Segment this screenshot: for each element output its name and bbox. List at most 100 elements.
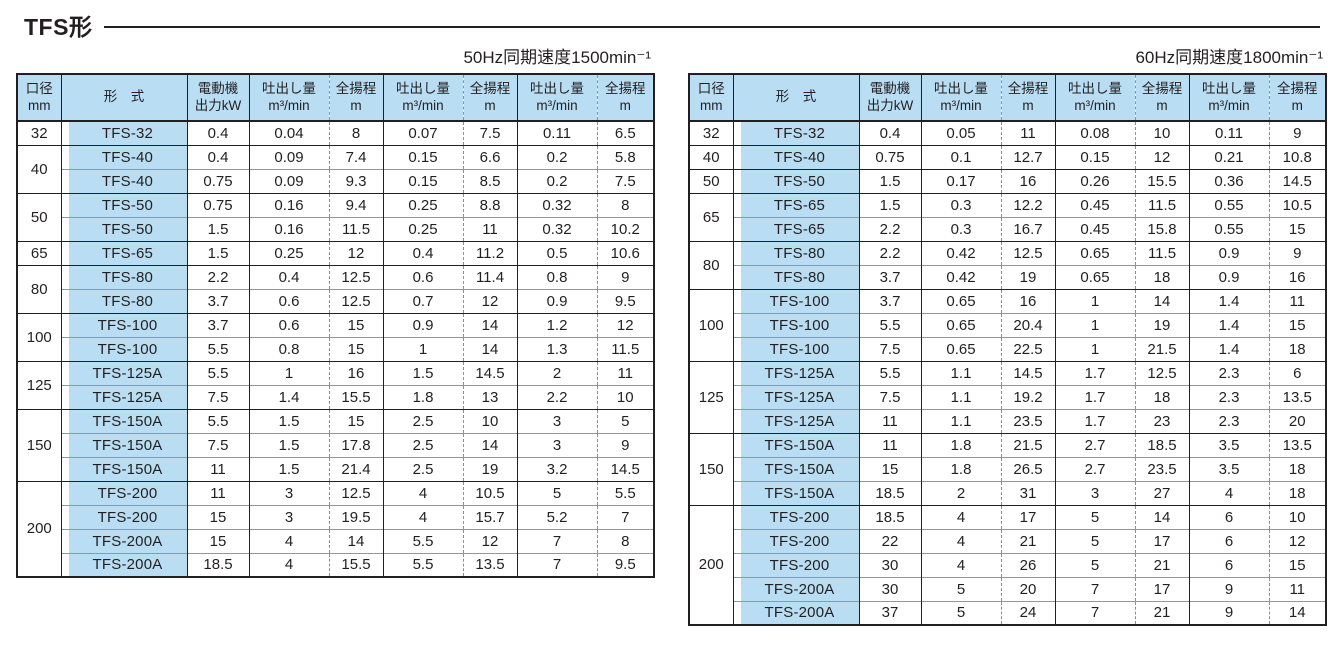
model-cell: TFS-65 xyxy=(732,216,859,241)
model-label: TFS-200 xyxy=(68,482,187,505)
value-cell: 4 xyxy=(248,528,329,553)
value-cell: 7.5 xyxy=(596,168,654,193)
value-cell: 12.5 xyxy=(328,288,383,313)
value-cell: 1 xyxy=(382,336,463,361)
value-cell: 0.65 xyxy=(1054,264,1135,289)
value-cell: 11 xyxy=(1268,288,1326,313)
value-cell: 21.5 xyxy=(1134,336,1189,361)
value-cell: 18 xyxy=(1268,456,1326,481)
value-cell: 0.8 xyxy=(516,264,597,289)
model-cell: TFS-200 xyxy=(60,480,187,505)
value-cell: 5 xyxy=(1054,528,1135,553)
value-cell: 1.4 xyxy=(1188,336,1269,361)
value-cell: 10 xyxy=(462,408,517,433)
table-caption-60hz: 60Hz同期速度1800min⁻¹ xyxy=(1135,48,1323,67)
model-cell: TFS-200 xyxy=(732,528,859,553)
head-header: 全揚程 m xyxy=(462,74,517,122)
value-cell: 11 xyxy=(1000,120,1055,145)
head-header: 全揚程 m xyxy=(1134,74,1189,122)
value-cell: 11 xyxy=(1268,576,1326,601)
value-cell: 0.55 xyxy=(1188,192,1269,217)
bore-cell: 40 xyxy=(16,144,61,193)
value-cell: 2.3 xyxy=(1188,384,1269,409)
value-cell: 1.8 xyxy=(920,456,1001,481)
value-cell: 1.5 xyxy=(248,432,329,457)
bore-cell: 65 xyxy=(688,192,733,241)
value-cell: 11 xyxy=(858,408,921,433)
bore-cell: 150 xyxy=(688,432,733,505)
table-row: 200 TFS-200 18.5 4 17 5 14 6 10 xyxy=(688,504,1326,625)
value-cell: 0.6 xyxy=(248,288,329,313)
value-cell: 6 xyxy=(1268,360,1326,385)
value-cell: 14.5 xyxy=(1000,360,1055,385)
discharge-header: 吐出し量 m³/min xyxy=(920,74,1001,122)
table-row: TFS-200 15 3 19.5 4 15.7 5.2 7 xyxy=(17,504,654,529)
bore-cell: 40 xyxy=(688,144,733,169)
value-cell: 3.2 xyxy=(516,456,597,481)
value-cell: 5.5 xyxy=(186,360,249,385)
value-cell: 15 xyxy=(328,408,383,433)
value-cell: 3 xyxy=(248,480,329,505)
value-cell: 21 xyxy=(1134,600,1189,625)
value-cell: 14 xyxy=(328,528,383,553)
value-cell: 2.7 xyxy=(1054,456,1135,481)
title-rule xyxy=(104,25,1320,28)
model-cell: TFS-65 xyxy=(732,192,859,217)
value-cell: 6.6 xyxy=(462,144,517,169)
value-cell: 0.4 xyxy=(248,264,329,289)
value-cell: 0.2 xyxy=(516,144,597,169)
value-cell: 0.75 xyxy=(186,192,249,217)
table-row: TFS-200A 18.5 4 15.5 5.5 13.5 7 9.5 xyxy=(17,552,654,577)
header-row: 口径 mm 形 式電動機 出力kW 吐出し量 m³/min 全揚程 m 吐出し量 m³/… xyxy=(688,74,1326,122)
value-cell: 10.6 xyxy=(596,240,654,265)
table-row: TFS-40 0.75 0.09 9.3 0.15 8.5 0.2 7.5 xyxy=(17,168,654,193)
value-cell: 11.2 xyxy=(462,240,517,265)
value-cell: 20.4 xyxy=(1000,312,1055,337)
table-row: 80 TFS-80 2.2 0.42 12.5 0.65 11.5 0.9 9 xyxy=(688,240,1326,289)
value-cell: 8 xyxy=(596,528,654,553)
model-label: TFS-40 xyxy=(68,170,187,193)
value-cell: 12.5 xyxy=(1134,360,1189,385)
value-cell: 3.7 xyxy=(186,288,249,313)
value-cell: 0.25 xyxy=(382,192,463,217)
value-cell: 10 xyxy=(596,384,654,409)
value-cell: 12 xyxy=(1134,144,1189,169)
table-row: 65 TFS-65 1.5 0.3 12.2 0.45 11.5 0.55 10.5 xyxy=(688,192,1326,241)
value-cell: 0.65 xyxy=(920,336,1001,361)
table-row: TFS-150A 15 1.8 26.5 2.7 23.5 3.5 18 xyxy=(689,456,1326,481)
value-cell: 15 xyxy=(328,336,383,361)
value-cell: 9 xyxy=(596,264,654,289)
value-cell: 19 xyxy=(1134,312,1189,337)
value-cell: 14 xyxy=(1134,288,1189,313)
discharge-header: 吐出し量 m³/min xyxy=(248,74,329,122)
model-label: TFS-200 xyxy=(740,506,859,529)
value-cell: 15 xyxy=(1268,312,1326,337)
value-cell: 0.11 xyxy=(516,120,597,145)
value-cell: 17 xyxy=(1134,576,1189,601)
value-cell: 5.5 xyxy=(858,360,921,385)
table-caption-50hz: 50Hz同期速度1500min⁻¹ xyxy=(463,48,651,67)
value-cell: 1.5 xyxy=(186,216,249,241)
model-cell: TFS-125A xyxy=(60,360,187,385)
value-cell: 15.7 xyxy=(462,504,517,529)
bore-cell: 80 xyxy=(16,264,61,313)
value-cell: 0.7 xyxy=(382,288,463,313)
value-cell: 5 xyxy=(1054,504,1135,529)
value-cell: 17.8 xyxy=(328,432,383,457)
value-cell: 22 xyxy=(858,528,921,553)
value-cell: 7 xyxy=(516,552,597,577)
value-cell: 3 xyxy=(1054,480,1135,505)
value-cell: 1.1 xyxy=(920,408,1001,433)
value-cell: 0.21 xyxy=(1188,144,1269,169)
value-cell: 18 xyxy=(1268,480,1326,505)
value-cell: 13.5 xyxy=(462,552,517,577)
model-header: 形 式 xyxy=(732,74,859,122)
bore-cell: 100 xyxy=(16,312,61,361)
value-cell: 4 xyxy=(1188,480,1269,505)
value-cell: 7 xyxy=(596,504,654,529)
value-cell: 5.5 xyxy=(858,312,921,337)
value-cell: 11 xyxy=(462,216,517,241)
value-cell: 1.5 xyxy=(858,168,921,193)
value-cell: 7 xyxy=(1054,600,1135,625)
value-cell: 5.5 xyxy=(382,552,463,577)
